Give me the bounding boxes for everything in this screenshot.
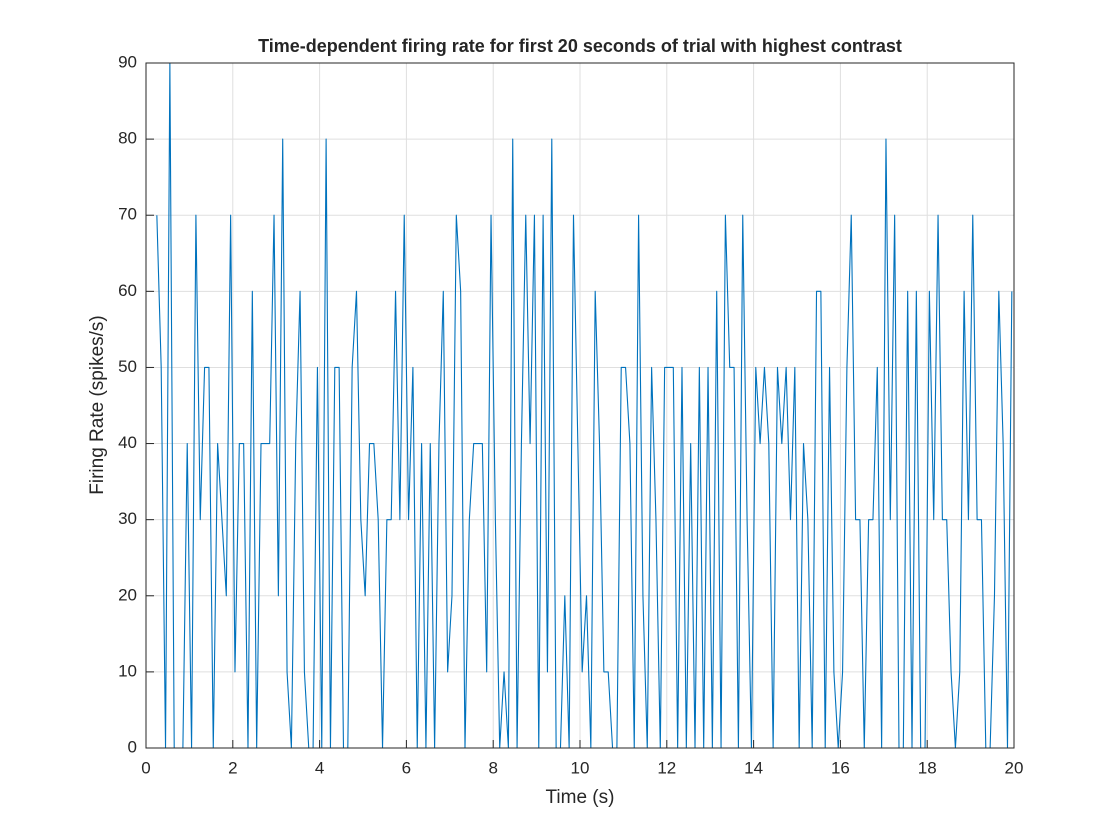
x-tick-label: 0 xyxy=(141,758,150,777)
x-tick-label: 16 xyxy=(831,758,850,777)
x-axis-label: Time (s) xyxy=(546,787,615,808)
x-tick-label: 10 xyxy=(571,758,590,777)
chart-title: Time-dependent firing rate for first 20 … xyxy=(258,36,902,56)
data-line xyxy=(156,62,1013,749)
y-tick-label: 90 xyxy=(118,52,137,71)
y-axis-label: Firing Rate (spikes/s) xyxy=(87,315,108,495)
y-tick-label: 80 xyxy=(118,129,137,148)
y-tick-label: 50 xyxy=(118,357,137,376)
x-tick-label: 20 xyxy=(1005,758,1024,777)
x-tick-label: 2 xyxy=(228,758,237,777)
y-tick-label: 20 xyxy=(118,585,137,604)
y-tick-label: 10 xyxy=(118,661,137,680)
y-tick-label: 0 xyxy=(128,737,137,756)
y-tick-label: 30 xyxy=(118,509,137,528)
y-tick-label: 70 xyxy=(118,205,137,224)
x-tick-label: 12 xyxy=(657,758,676,777)
x-tick-label: 4 xyxy=(315,758,324,777)
axes-box xyxy=(145,62,1015,749)
x-tick-label: 18 xyxy=(918,758,937,777)
y-tick-label: 40 xyxy=(118,433,137,452)
x-tick-label: 14 xyxy=(744,758,763,777)
x-tick-label: 6 xyxy=(402,758,411,777)
x-tick-label: 8 xyxy=(488,758,497,777)
y-tick-label: 60 xyxy=(118,281,137,300)
